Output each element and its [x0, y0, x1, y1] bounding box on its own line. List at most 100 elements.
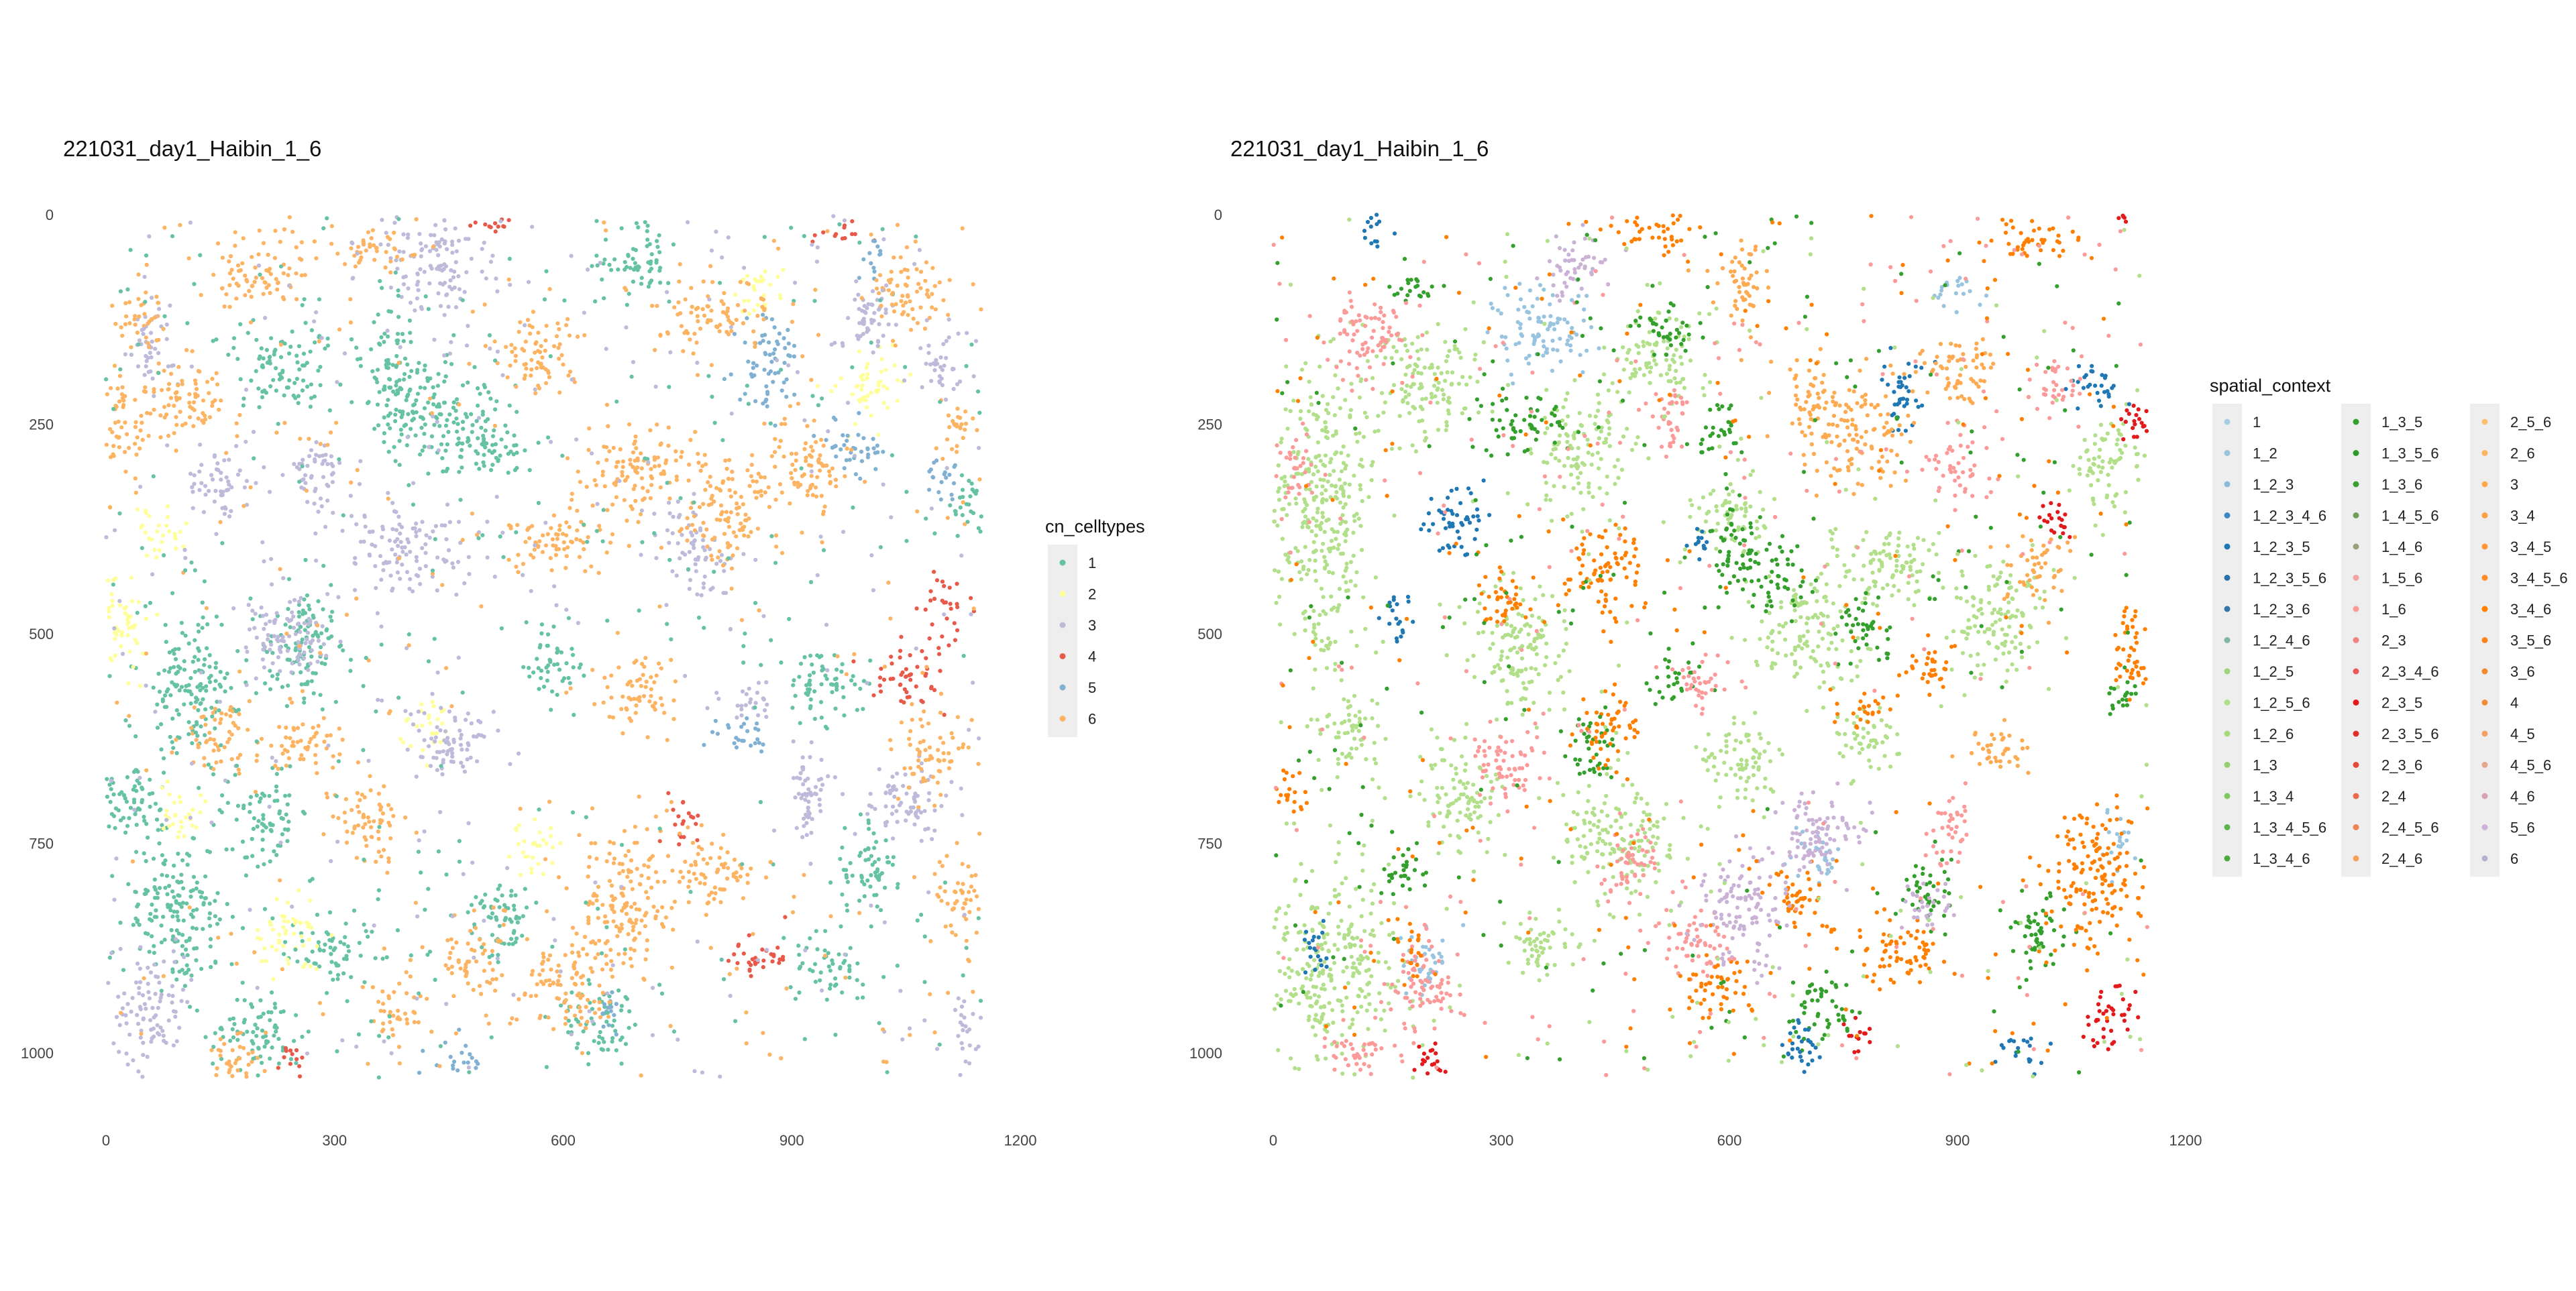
scatter-point-3: [971, 1011, 975, 1016]
scatter-point-1: [321, 607, 325, 612]
scatter-point-1: [213, 914, 217, 919]
scatter-point-5: [464, 1044, 468, 1048]
scatter-point-3: [357, 482, 362, 486]
scatter-point-6: [906, 294, 910, 299]
scatter-point-6: [665, 331, 670, 336]
scatter-point-3: [959, 1004, 964, 1009]
scatter-point-4: [833, 233, 837, 238]
scatter-point-6: [229, 705, 233, 710]
scatter-point-1: [712, 569, 716, 574]
scatter-point-6: [641, 976, 646, 981]
scatter-point-2: [160, 540, 164, 545]
scatter-point-3: [453, 305, 459, 310]
scatter-point-1: [226, 352, 231, 357]
scatter-point-6: [651, 704, 656, 709]
scatter-point-6: [331, 765, 335, 770]
scatter-point-3: [320, 461, 325, 466]
scatter-point-2: [144, 616, 148, 621]
scatter-point-6: [634, 659, 639, 663]
scatter-point-6: [120, 396, 125, 401]
scatter-point-1: [170, 649, 175, 653]
scatter-point-6: [570, 540, 575, 545]
scatter-point-2: [781, 268, 786, 272]
scatter-point-5: [878, 249, 883, 254]
scatter-point-6: [374, 859, 378, 864]
scatter-point-3: [670, 569, 675, 573]
scatter-point-3: [441, 749, 446, 754]
scatter-point-1: [174, 750, 179, 756]
scatter-point-6: [904, 300, 908, 305]
scatter-point-6: [322, 739, 327, 744]
scatter-point-1: [366, 934, 370, 939]
scatter-point-1: [162, 668, 167, 673]
scatter-point-6: [299, 273, 304, 278]
scatter-point-3: [191, 490, 195, 494]
scatter-point-1: [194, 886, 199, 891]
scatter-point-3: [452, 285, 457, 290]
scatter-point-1: [373, 956, 378, 960]
scatter-point-6: [941, 457, 945, 461]
scatter-point-3: [224, 475, 229, 480]
scatter-point-1: [657, 233, 661, 237]
scatter-point-3: [908, 809, 913, 814]
scatter-point-1: [219, 743, 223, 748]
scatter-point-1: [601, 508, 606, 512]
scatter-point-1: [887, 860, 892, 864]
scatter-point-3: [978, 1015, 983, 1020]
scatter-point-3: [926, 351, 931, 355]
scatter-point-6: [672, 698, 676, 703]
scatter-point-6: [277, 724, 282, 729]
scatter-point-1: [172, 895, 176, 899]
scatter-point-6: [735, 506, 739, 511]
scatter-point-3: [899, 800, 904, 805]
scatter-point-5: [757, 740, 761, 745]
scatter-point-1: [441, 434, 446, 439]
scatter-point-6: [479, 992, 484, 997]
scatter-point-1: [387, 377, 392, 382]
scatter-point-5: [455, 1068, 460, 1073]
scatter-point-3: [806, 787, 811, 791]
scatter-point-6: [543, 381, 549, 386]
scatter-point-2: [550, 860, 555, 865]
scatter-point-6: [746, 534, 751, 539]
scatter-point-3: [446, 304, 451, 309]
scatter-point-1: [955, 534, 960, 539]
scatter-point-2: [297, 888, 301, 893]
scatter-point-3: [260, 657, 265, 662]
scatter-point-5: [609, 1005, 614, 1009]
scatter-point-5: [466, 1060, 470, 1065]
scatter-point-6: [589, 564, 594, 569]
scatter-point-1: [302, 597, 307, 602]
scatter-point-1: [881, 974, 886, 979]
scatter-point-1: [308, 404, 313, 409]
scatter-point-1: [341, 942, 347, 946]
scatter-point-6: [545, 532, 550, 537]
scatter-point-6: [488, 980, 492, 985]
scatter-point-6: [583, 569, 588, 573]
scatter-point-3: [153, 347, 158, 351]
scatter-point-6: [586, 447, 591, 453]
scatter-point-3: [809, 740, 814, 744]
scatter-point-2: [285, 900, 290, 905]
scatter-point-4: [955, 602, 959, 606]
scatter-point-3: [370, 543, 374, 547]
scatter-point-6: [237, 1056, 242, 1061]
scatter-point-3: [459, 761, 464, 765]
scatter-point-6: [563, 1021, 568, 1026]
scatter-point-5: [457, 1027, 462, 1032]
scatter-point-3: [146, 965, 150, 970]
scatter-point-1: [865, 878, 870, 883]
scatter-point-6: [938, 710, 943, 715]
scatter-point-6: [614, 495, 619, 500]
scatter-point-6: [236, 283, 241, 288]
scatter-point-6: [186, 256, 191, 261]
scatter-point-3: [465, 747, 470, 752]
scatter-point-1: [306, 603, 311, 608]
scatter-point-6: [214, 1073, 219, 1078]
scatter-point-1: [539, 622, 545, 627]
scatter-point-3: [891, 836, 896, 841]
scatter-point-5: [746, 359, 751, 364]
scatter-point-2: [182, 834, 186, 839]
scatter-point-1: [160, 873, 164, 877]
scatter-point-1: [459, 455, 464, 459]
